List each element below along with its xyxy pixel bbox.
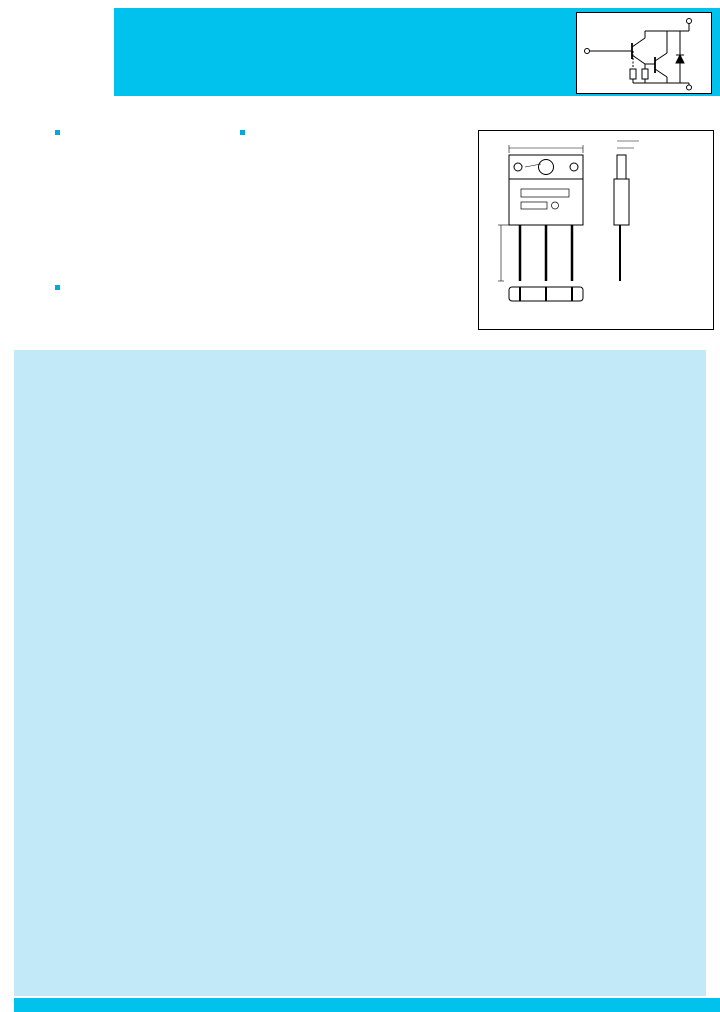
footer-bar [14,998,720,1012]
equivalent-circuit-box [576,12,712,94]
chart-vcesat-ib-plot [246,369,474,557]
chart-hfe-ic-temp [246,586,474,745]
chart-ic-vbe-temp [474,356,702,557]
dimensions-box [478,130,714,330]
chart-title [18,766,246,779]
chart-ic-vce-plot [18,369,246,557]
elec-title-row [240,130,474,135]
chart-soa-plot [246,779,474,979]
chart-derating [474,766,702,979]
chart-title [246,766,474,779]
chart-title [474,766,702,779]
abs-max-section [55,130,235,137]
chart-hfe-ic-plot [18,599,246,745]
chart-ic-vbe-temp-plot [474,369,702,557]
chart-title [474,586,702,599]
chart-title [18,586,246,599]
charts-background [14,350,706,996]
elec-section [240,130,474,137]
section-bullet-icon [55,130,60,135]
chart-title [474,356,702,369]
switching-title-row [55,285,475,290]
chart-soa [246,766,474,979]
chart-ft-ie-plot [18,779,246,979]
chart-title [246,586,474,599]
section-bullet-icon [55,285,60,290]
chart-derating-plot [474,779,702,979]
device-description [55,103,58,113]
chart-title [246,356,474,369]
switching-section [55,285,475,292]
chart-ft-ie [18,766,246,979]
chart-vcesat-ib [246,356,474,557]
chart-ic-vce [18,356,246,557]
abs-max-title-row [55,130,235,135]
chart-title [18,356,246,369]
chart-thermal [474,586,702,745]
equivalent-circuit-diagram [584,18,692,91]
package-drawing [498,140,639,302]
chart-hfe-ic-temp-plot [246,599,474,745]
dimensions-section [478,127,714,330]
chart-hfe-ic [18,586,246,745]
chart-thermal-plot [474,599,702,745]
section-bullet-icon [240,130,245,135]
